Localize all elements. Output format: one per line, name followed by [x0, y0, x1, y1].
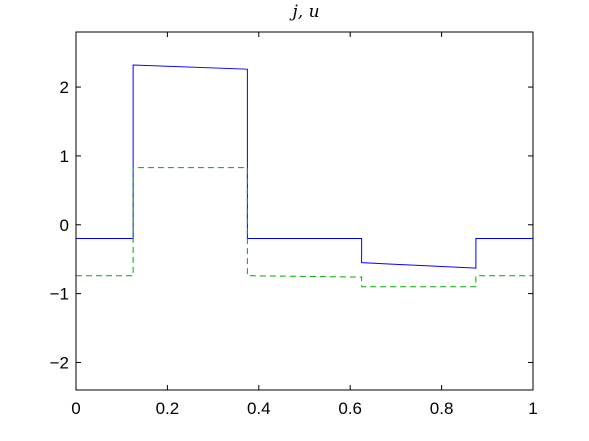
y-tick-label: 0	[60, 216, 69, 235]
axes-frame	[75, 31, 534, 391]
x-tick-label: 0.6	[338, 399, 362, 418]
y-tick-label: 1	[60, 147, 69, 166]
series-line-2	[76, 167, 533, 288]
chart-title: j, u	[288, 2, 319, 22]
plot-area: 0 0.2 0.4 0.6 0.8 1 −2 −1 0 1 2	[50, 31, 538, 418]
x-tick-label: 1	[528, 399, 537, 418]
x-tick-label: 0.8	[430, 399, 454, 418]
x-tick-label: 0.2	[156, 399, 180, 418]
y-tick-label: −2	[50, 353, 69, 372]
y-tick-label: −1	[50, 285, 69, 304]
y-tick-label: 2	[60, 78, 69, 97]
series-line-1	[76, 64, 533, 269]
x-tick-label: 0	[71, 399, 80, 418]
x-tick-label: 0.4	[247, 399, 271, 418]
